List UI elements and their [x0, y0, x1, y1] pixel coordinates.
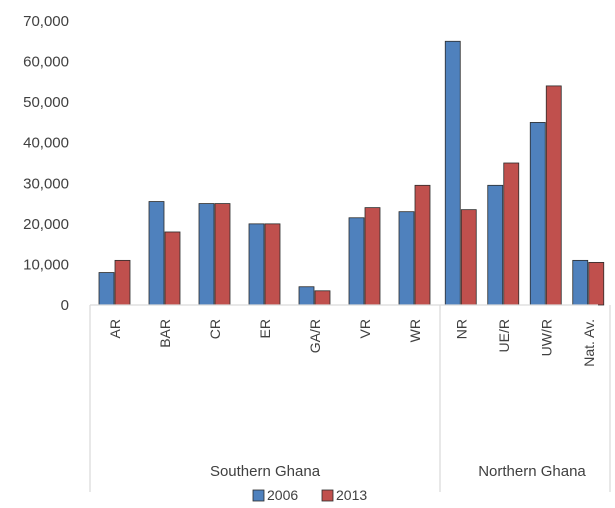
bar-2006-BAR — [148, 201, 165, 306]
bar-2006-ER — [248, 223, 265, 306]
bar-2013-UE/R — [503, 162, 520, 306]
bar-2013-VR — [364, 207, 381, 306]
y-tick-label: 0 — [61, 297, 69, 314]
category-label: BAR — [157, 319, 173, 348]
legend-swatch-2013 — [321, 489, 334, 502]
bar-2006-WR — [398, 211, 415, 306]
y-axis-ticks: 0 10,000 20,000 30,000 40,000 50,000 60,000 70,… — [23, 13, 69, 314]
axis-lines — [89, 304, 611, 492]
category-label: UE/R — [496, 319, 512, 352]
y-tick-label: 20,000 — [23, 216, 69, 233]
category-label: CR — [207, 319, 223, 339]
category-label: VR — [357, 319, 373, 338]
bars — [98, 40, 605, 306]
bar-2006-NR — [444, 40, 461, 306]
bar-2006-UE/R — [487, 184, 504, 306]
bar-2013-BAR — [164, 231, 181, 306]
legend-label-2006: 2006 — [267, 487, 298, 503]
legend-label-2013: 2013 — [336, 487, 367, 503]
category-labels: AR BAR CR ER GA/R VR WR NR UE/R UW/R Nat. Av. — [107, 319, 597, 367]
category-label: NR — [453, 319, 469, 339]
y-tick-label: 30,000 — [23, 175, 69, 192]
bar-2013-ER — [264, 223, 281, 306]
bar-2006-UW/R — [529, 122, 546, 306]
bar-2013-Nat. Av. — [588, 261, 605, 306]
category-label: Nat. Av. — [581, 319, 597, 367]
bar-2013-AR — [114, 259, 131, 306]
bar-2006-CR — [198, 203, 215, 306]
y-tick-label: 50,000 — [23, 94, 69, 111]
bar-2013-UW/R — [545, 85, 562, 306]
group-label: Southern Ghana — [210, 463, 321, 480]
category-label: WR — [407, 319, 423, 342]
bar-2006-VR — [348, 217, 365, 306]
y-tick-label: 60,000 — [23, 54, 69, 71]
bar-2006-GA/R — [298, 286, 315, 306]
category-label: AR — [107, 319, 123, 338]
bar-2013-WR — [414, 184, 431, 306]
bar-2006-Nat. Av. — [572, 259, 589, 306]
category-label: ER — [257, 319, 273, 338]
bar-2006-AR — [98, 272, 115, 306]
bar-2013-GA/R — [314, 290, 331, 306]
category-label: UW/R — [538, 319, 554, 356]
legend-swatch-2006 — [252, 489, 265, 502]
group-label: Northern Ghana — [478, 463, 586, 480]
category-label: GA/R — [307, 319, 323, 353]
legend: 2006 2013 — [252, 487, 367, 503]
group-labels: Southern Ghana Northern Ghana — [210, 463, 586, 480]
y-tick-label: 70,000 — [23, 13, 69, 30]
y-tick-label: 10,000 — [23, 256, 69, 273]
bar-2013-NR — [460, 209, 477, 306]
bar-2013-CR — [214, 203, 231, 306]
y-tick-label: 40,000 — [23, 135, 69, 152]
